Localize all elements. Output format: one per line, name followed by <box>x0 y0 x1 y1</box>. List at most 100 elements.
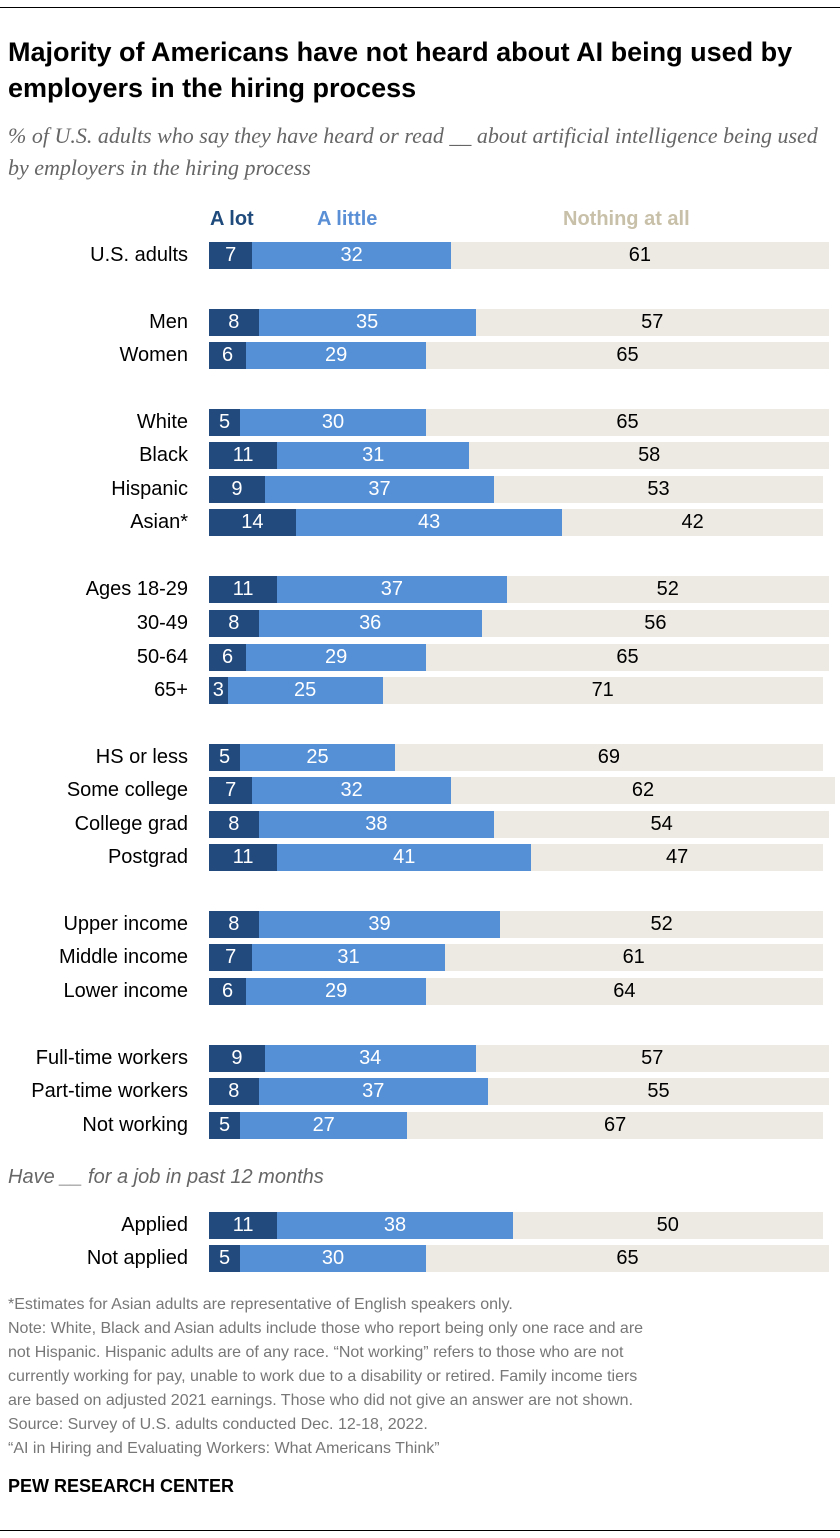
row-label: Hispanic <box>111 478 188 500</box>
bar-segment-nothing-at-all: 57 <box>475 1044 829 1072</box>
bar-segment-a-lot: 8 <box>209 810 259 838</box>
bar-segment-a-lot: 5 <box>209 1111 240 1139</box>
bar-segment-a-lot: 9 <box>209 1044 265 1072</box>
bar-segment-nothing-at-all: 58 <box>469 441 829 469</box>
bar-segment-nothing-at-all: 65 <box>426 1244 829 1272</box>
bar-segment-a-little: 32 <box>252 776 451 804</box>
bar-segment-a-little: 31 <box>277 441 470 469</box>
bar-segment-nothing-at-all: 65 <box>426 341 829 369</box>
row-label: 65+ <box>154 679 188 701</box>
bar-segment-nothing-at-all: 56 <box>481 609 829 637</box>
bar-segment-a-lot: 6 <box>209 341 247 369</box>
bar-segment-a-little: 37 <box>258 1077 488 1105</box>
brand-logo-text: PEW RESEARCH CENTER <box>8 1476 235 1496</box>
bar-segment-nothing-at-all: 42 <box>562 508 823 536</box>
bar-segment-a-lot: 8 <box>209 609 259 637</box>
bar-segment-a-little: 30 <box>240 408 426 436</box>
row-label: Some college <box>66 779 188 801</box>
bar-segment-a-lot: 11 <box>209 441 278 469</box>
row-label: Part-time workers <box>31 1080 188 1102</box>
bar-segment-a-lot: 5 <box>209 743 240 771</box>
row-label: Applied <box>121 1214 188 1236</box>
bar-segment-a-lot: 7 <box>209 241 253 269</box>
footnotes: *Estimates for Asian adults are represen… <box>8 1296 644 1457</box>
row-label: White <box>136 411 188 433</box>
bar-segment-a-lot: 11 <box>209 1211 278 1239</box>
row-label: U.S. adults <box>90 244 188 266</box>
bar-segment-nothing-at-all: 65 <box>426 408 829 436</box>
row-label: Women <box>119 344 188 366</box>
legend-nothing-at-all: Nothing at all <box>563 208 690 230</box>
bar-segment-a-little: 32 <box>252 241 451 269</box>
row-label: Lower income <box>63 980 188 1002</box>
bar-segment-a-little: 38 <box>258 810 495 838</box>
bar-segment-a-lot: 5 <box>209 408 240 436</box>
bar-segment-a-lot: 11 <box>209 843 278 871</box>
chart-title: Majority of Americans have not heard abo… <box>8 37 793 103</box>
bar-segment-nothing-at-all: 61 <box>444 943 823 971</box>
bar-segment-nothing-at-all: 67 <box>407 1111 823 1139</box>
bar-segment-a-little: 31 <box>252 943 445 971</box>
bar-segment-a-lot: 5 <box>209 1244 240 1272</box>
row-label: College grad <box>74 813 188 835</box>
bar-segment-a-little: 37 <box>277 575 507 603</box>
row-label: 30-49 <box>136 612 188 634</box>
row-label: Postgrad <box>107 846 188 868</box>
bar-segment-a-little: 30 <box>240 1244 426 1272</box>
bar-segment-nothing-at-all: 57 <box>475 308 829 336</box>
bar-segment-a-lot: 7 <box>209 776 253 804</box>
bar-segment-a-little: 25 <box>227 676 383 704</box>
bar-segment-a-little: 25 <box>240 743 395 771</box>
group-subtitle: Have __ for a job in past 12 months <box>8 1166 324 1188</box>
bar-segment-nothing-at-all: 64 <box>426 977 823 1005</box>
bar-segment-nothing-at-all: 50 <box>512 1211 823 1239</box>
row-label: Middle income <box>59 946 188 968</box>
bar-segment-a-little: 29 <box>246 643 426 671</box>
bar-segment-a-lot: 11 <box>209 575 278 603</box>
row-label: Ages 18-29 <box>85 578 188 600</box>
bar-segment-nothing-at-all: 53 <box>494 475 823 503</box>
bar-segment-a-little: 27 <box>240 1111 408 1139</box>
bar-segment-a-little: 41 <box>277 843 532 871</box>
bar-segment-a-lot: 14 <box>209 508 296 536</box>
top-rule <box>0 7 840 8</box>
bar-segment-nothing-at-all: 54 <box>494 810 829 838</box>
legend-a-lot: A lot <box>210 208 254 230</box>
bar-segment-a-lot: 6 <box>209 643 247 671</box>
bar-segment-nothing-at-all: 52 <box>500 910 823 938</box>
row-label: Not working <box>82 1114 188 1136</box>
bar-segment-nothing-at-all: 47 <box>531 843 823 871</box>
bar-segment-a-lot: 7 <box>209 943 253 971</box>
bar-segment-a-lot: 6 <box>209 977 247 1005</box>
bar-segment-a-little: 39 <box>258 910 501 938</box>
bar-segment-nothing-at-all: 61 <box>450 241 829 269</box>
bar-segment-a-little: 35 <box>258 308 476 336</box>
row-label: Men <box>149 311 188 333</box>
bar-segment-a-lot: 3 <box>209 676 228 704</box>
bar-segment-nothing-at-all: 52 <box>506 575 829 603</box>
bar-segment-a-lot: 8 <box>209 308 259 336</box>
bar-segment-nothing-at-all: 71 <box>382 676 823 704</box>
bar-segment-a-little: 36 <box>258 609 482 637</box>
row-label: Upper income <box>63 913 188 935</box>
bar-segment-a-little: 37 <box>264 475 495 503</box>
row-label: HS or less <box>95 746 188 768</box>
bar-segment-a-lot: 8 <box>209 1077 259 1105</box>
bar-segment-a-little: 34 <box>264 1044 476 1072</box>
bar-segment-a-little: 43 <box>295 508 563 536</box>
bar-segment-nothing-at-all: 62 <box>450 776 836 804</box>
bar-segment-a-little: 29 <box>246 977 426 1005</box>
row-label: Not applied <box>86 1247 188 1269</box>
bottom-rule <box>0 1530 840 1531</box>
legend-a-little: A little <box>317 208 378 230</box>
bar-segment-nothing-at-all: 69 <box>395 743 823 771</box>
row-label: Black <box>139 444 188 466</box>
bar-segment-a-lot: 9 <box>209 475 265 503</box>
chart-subtitle: % of U.S. adults who say they have heard… <box>8 123 818 180</box>
bar-segment-nothing-at-all: 55 <box>488 1077 829 1105</box>
row-label: Full-time workers <box>35 1047 188 1069</box>
bar-segment-a-lot: 8 <box>209 910 259 938</box>
bar-segment-a-little: 38 <box>277 1211 513 1239</box>
row-label: 50-64 <box>136 646 188 668</box>
